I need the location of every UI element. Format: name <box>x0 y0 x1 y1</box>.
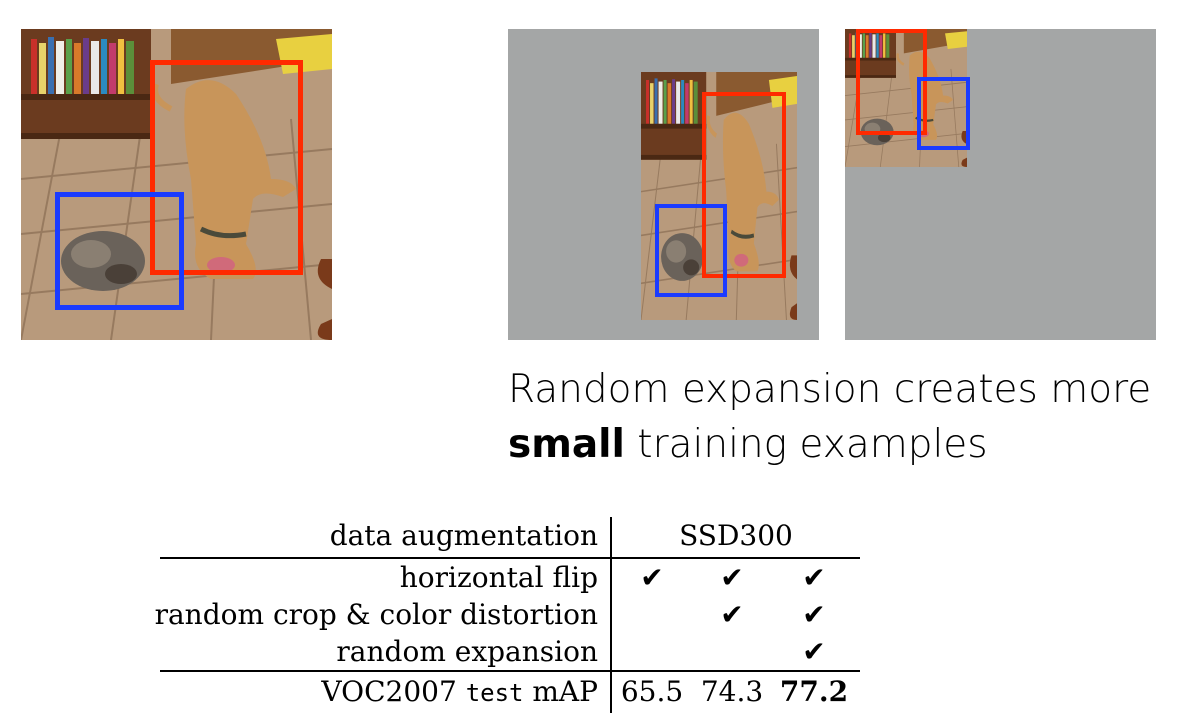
expanded-image-center <box>508 29 819 340</box>
row-label: random expansion <box>336 635 598 668</box>
expanded-image-topleft <box>845 29 1156 340</box>
table-row: random expansion ✔ <box>160 633 860 670</box>
table-rule-bottom <box>160 670 860 672</box>
caption-line-2-rest: training examples <box>624 422 988 467</box>
original-image <box>21 29 332 340</box>
caption-line-2: small training examples <box>508 417 1178 472</box>
caption-bold-word: small <box>508 422 625 467</box>
check-cell: ✔ <box>720 561 744 594</box>
header-model: SSD300 <box>679 519 793 552</box>
augmentation-table: data augmentation SSD300 horizontal flip… <box>155 517 860 713</box>
cat-bounding-box <box>917 77 970 150</box>
result-label-pre: VOC2007 <box>321 675 466 708</box>
check-cell: ✔ <box>802 598 826 631</box>
result-value-best: 77.2 <box>779 675 849 708</box>
table-row: horizontal flip ✔ ✔ ✔ <box>160 559 860 596</box>
dog-bounding-box <box>150 60 303 275</box>
check-cell: ✔ <box>720 598 744 631</box>
check-cell: ✔ <box>802 635 826 668</box>
dog-bounding-box <box>702 92 786 278</box>
result-label: VOC2007 test mAP <box>321 675 598 708</box>
table-result-row: VOC2007 test mAP 65.5 74.3 77.2 <box>160 673 860 710</box>
result-value: 65.5 <box>620 675 684 708</box>
result-label-post: mAP <box>523 675 598 708</box>
table-row: random crop & color distortion ✔ ✔ <box>155 596 860 633</box>
table-header-row: data augmentation SSD300 <box>160 517 860 554</box>
header-label: data augmentation <box>329 519 598 552</box>
row-label: horizontal flip <box>399 561 598 594</box>
table-vertical-rule <box>610 517 612 713</box>
table-rule-top <box>160 557 860 559</box>
row-label: random crop & color distortion <box>154 598 598 631</box>
cat-bounding-box <box>655 204 727 297</box>
result-value: 74.3 <box>700 675 764 708</box>
dog-bounding-box <box>856 29 927 135</box>
result-label-mono: test <box>465 679 524 707</box>
check-cell: ✔ <box>802 561 826 594</box>
check-cell: ✔ <box>640 561 664 594</box>
cat-bounding-box <box>55 192 184 310</box>
caption-line-1: Random expansion creates more <box>508 367 1152 412</box>
caption: Random expansion creates more small trai… <box>508 362 1178 472</box>
